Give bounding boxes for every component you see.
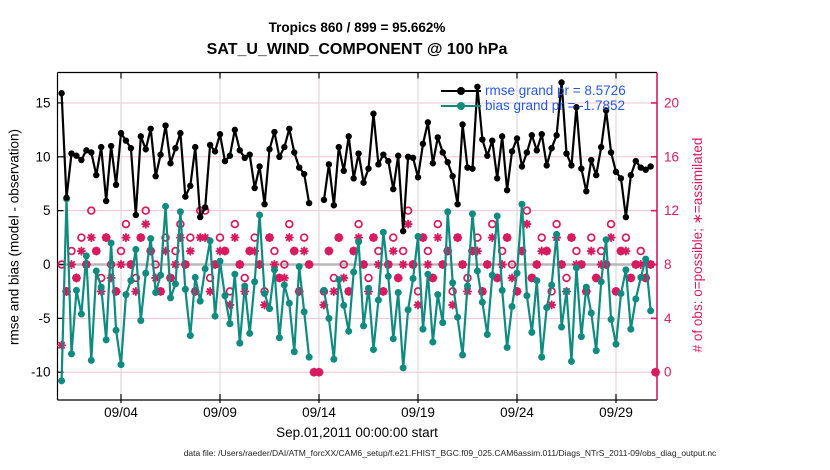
x-axis-label: Sep.01,2011 00:00:00 start: [276, 425, 438, 440]
left-axis-label: rmse and bias (model - observation): [6, 128, 22, 346]
svg-text:0: 0: [43, 257, 51, 272]
svg-text:-5: -5: [38, 311, 50, 326]
plot-subtitle: SAT_U_WIND_COMPONENT @ 100 hPa: [206, 41, 508, 58]
svg-text:4: 4: [664, 311, 672, 326]
legend-entry-bias: bias grand pr = -1.7852: [441, 98, 626, 113]
svg-text:09/29: 09/29: [599, 405, 633, 420]
rmse-line-swatch-icon: [441, 86, 481, 95]
right-axis-label: # of obs: o=possible; ∗=assimilated: [690, 137, 705, 353]
legend-label-bias: bias grand pr = -1.7852: [485, 98, 625, 113]
svg-text:12: 12: [664, 203, 679, 218]
svg-text:09/19: 09/19: [401, 405, 435, 420]
bias-line-swatch-icon: [441, 101, 481, 110]
svg-text:15: 15: [35, 95, 50, 110]
svg-text:0: 0: [664, 365, 672, 380]
svg-text:20: 20: [664, 95, 679, 110]
rmse-series: [58, 79, 654, 235]
plot-title: Tropics 860 / 899 = 95.662%: [268, 20, 446, 35]
data-file-caption: data file: /Users/raeder/DAI/ATM_forcXX/…: [183, 448, 717, 458]
legend-entry-rmse: rmse grand pr = 8.5726: [441, 83, 626, 98]
svg-text:5: 5: [43, 203, 51, 218]
tick-labels: 15 10 5 0 -5 -10 20 16 12 8 4 0 09/04 09/09 09/14 09/19…: [31, 95, 679, 420]
svg-text:09/24: 09/24: [500, 405, 534, 420]
svg-text:16: 16: [664, 149, 679, 164]
svg-text:09/04: 09/04: [104, 405, 138, 420]
svg-text:8: 8: [664, 257, 672, 272]
legend-label-rmse: rmse grand pr = 8.5726: [485, 83, 626, 98]
legend: rmse grand pr = 8.5726 bias grand pr = -…: [441, 83, 626, 113]
svg-text:-10: -10: [31, 365, 51, 380]
bias-series: [58, 195, 655, 385]
svg-text:09/14: 09/14: [302, 405, 336, 420]
svg-text:10: 10: [35, 149, 50, 164]
svg-text:09/09: 09/09: [203, 405, 237, 420]
